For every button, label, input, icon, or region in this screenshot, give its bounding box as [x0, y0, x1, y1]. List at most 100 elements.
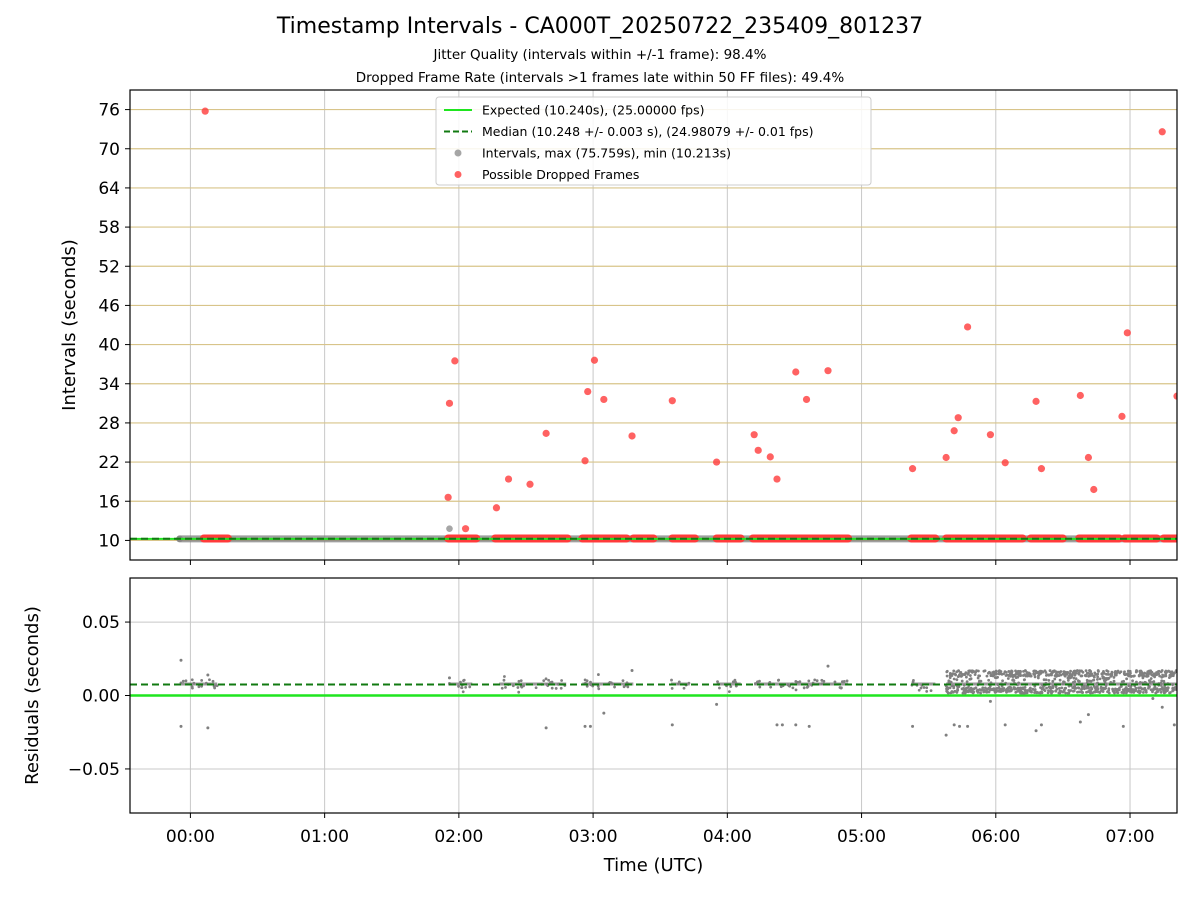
residual-point — [1053, 669, 1056, 673]
residual-point — [1152, 687, 1156, 691]
residual-point — [1033, 688, 1037, 691]
residual-outlier-point — [1121, 724, 1125, 728]
residual-point — [1067, 674, 1071, 678]
residual-point — [1026, 671, 1030, 675]
residual-outlier-point — [1003, 723, 1007, 727]
residual-point — [1164, 672, 1167, 676]
residual-point — [682, 686, 686, 690]
residual-point — [1005, 690, 1008, 694]
dropped-frame-point — [1032, 397, 1040, 405]
residual-point — [1077, 679, 1081, 683]
residual-point — [517, 690, 521, 694]
residual-point — [922, 686, 926, 689]
residual-point — [464, 685, 468, 689]
xtick-label: 00:00 — [166, 827, 215, 847]
residual-point — [1160, 679, 1164, 683]
residual-point — [1137, 686, 1140, 690]
residual-point — [1146, 670, 1150, 674]
residual-point — [1041, 686, 1045, 690]
residual-outlier-point — [911, 724, 915, 728]
residual-point — [1155, 671, 1159, 675]
top-ytick-label: 76 — [98, 101, 120, 121]
residual-point — [1084, 669, 1088, 673]
residual-point — [973, 673, 977, 677]
residual-point — [517, 679, 521, 683]
residual-point — [208, 678, 211, 682]
residual-point — [1017, 673, 1020, 677]
residual-point — [1159, 688, 1163, 691]
xtick-label: 02:00 — [434, 827, 483, 847]
residual-point — [1013, 674, 1017, 678]
residual-point — [1044, 673, 1048, 677]
residual-point — [1039, 686, 1042, 690]
residual-point — [1073, 684, 1077, 687]
residual-outlier-point — [1078, 720, 1082, 724]
residual-point — [952, 669, 956, 673]
dropped-frame-point — [1076, 391, 1084, 400]
residual-point — [956, 675, 960, 678]
residual-point — [1096, 672, 1100, 676]
residual-point — [1014, 690, 1018, 694]
dropped-frame-point — [1118, 412, 1126, 420]
residual-point — [1124, 691, 1128, 695]
residual-point — [585, 679, 589, 683]
residual-point — [1107, 691, 1111, 695]
residual-point — [951, 690, 955, 694]
residual-point — [500, 686, 504, 690]
dropped-frame-point — [445, 399, 454, 407]
xtick-label: 07:00 — [1106, 827, 1155, 847]
residual-point — [1040, 691, 1043, 694]
residual-point — [718, 686, 721, 690]
residual-point — [504, 685, 507, 689]
residual-point — [1101, 690, 1105, 693]
residual-point — [1075, 669, 1079, 673]
residual-point — [1046, 691, 1050, 695]
residual-point — [729, 685, 733, 688]
residual-point — [1066, 678, 1070, 682]
bottom-y-axis-label: Residuals (seconds) — [22, 606, 43, 785]
residual-point — [1059, 689, 1063, 693]
residual-point — [1096, 690, 1100, 694]
residual-point — [547, 678, 551, 682]
residual-point — [1084, 674, 1088, 678]
residual-outlier-point — [1172, 723, 1176, 727]
residual-point — [842, 679, 846, 683]
residual-point — [1047, 679, 1051, 682]
residual-outlier-point — [602, 711, 606, 715]
residual-point — [1138, 682, 1141, 685]
legend-dropped-swatch — [454, 171, 462, 178]
residual-point — [621, 679, 625, 683]
residual-point — [191, 686, 194, 690]
residual-point — [1172, 688, 1175, 692]
dropped-frame-point — [1173, 392, 1177, 400]
residual-point — [1076, 686, 1080, 690]
dropped-frame-point — [754, 446, 762, 454]
residual-point — [1171, 683, 1175, 687]
dropped-frame-point — [1001, 459, 1009, 467]
residual-point — [1013, 686, 1016, 690]
residual-point — [1064, 670, 1068, 674]
residual-point — [1131, 679, 1134, 683]
residual-point — [1138, 672, 1142, 676]
residual-point — [1106, 670, 1110, 673]
dropped-frame-point — [526, 480, 534, 488]
residual-point — [626, 685, 630, 689]
residual-point — [1144, 672, 1148, 676]
residual-point — [1112, 679, 1116, 683]
residual-outlier-point — [544, 726, 548, 730]
residual-point — [733, 678, 737, 682]
residual-point — [965, 686, 968, 690]
residual-point — [544, 677, 548, 681]
residual-point — [1072, 689, 1076, 693]
residual-point — [919, 686, 923, 690]
residual-outlier-point — [447, 676, 451, 680]
residual-point — [957, 685, 961, 689]
residual-point — [1079, 674, 1083, 678]
residual-point — [1154, 691, 1158, 695]
residual-point — [1051, 686, 1055, 690]
residual-point — [1102, 671, 1106, 675]
residual-point — [457, 685, 460, 688]
residual-point — [1167, 669, 1170, 673]
residual-point — [1028, 690, 1032, 693]
residual-point — [1064, 686, 1068, 690]
